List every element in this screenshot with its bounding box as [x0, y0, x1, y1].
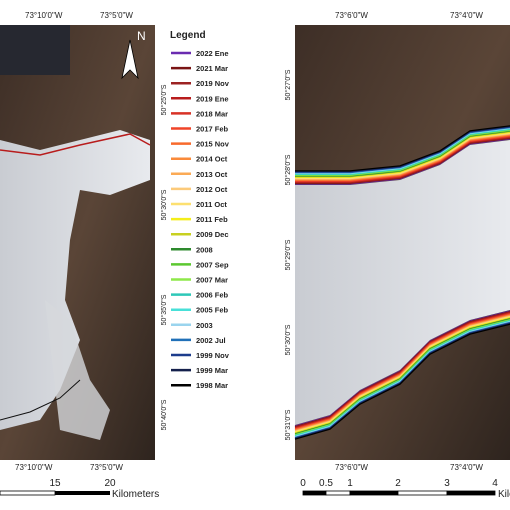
lon-label: 73°5'0"W [90, 463, 123, 472]
front-line [0, 133, 151, 156]
front-line [294, 323, 510, 440]
scale-label: 20 [104, 478, 116, 489]
glacier [45, 300, 110, 440]
lat-label: 50°40'0"S [160, 399, 168, 430]
legend-label: 2022 Ene [196, 49, 229, 58]
legend-label: 2017 Feb [196, 125, 229, 134]
scale-bar [397, 490, 448, 496]
lon-label: 73°5'0"W [100, 11, 133, 20]
scale-bar [446, 490, 496, 496]
north-arrow [121, 39, 139, 80]
legend-label: 2014 Oct [196, 155, 228, 164]
lon-label: 73°10'0"W [25, 11, 63, 20]
lon-label: 73°10'0"W [15, 463, 53, 472]
legend-label: 2012 Oct [196, 185, 228, 194]
scale-label: 0 [300, 478, 306, 489]
scale-bar [302, 490, 327, 496]
scale-label: 0.5 [319, 478, 333, 489]
legend-label: 2013 Oct [196, 170, 228, 179]
right-map [294, 25, 510, 460]
scale-label: 1 [347, 478, 353, 489]
scale-label: 3 [444, 478, 450, 489]
legend-label: 1999 Mar [196, 366, 228, 375]
lat-label: 50°25'0"S [160, 84, 168, 115]
lat-label: 50°30'0"S [160, 189, 168, 220]
scale-label: 2 [395, 478, 401, 489]
legend-label: 2003 [196, 321, 213, 330]
legend-label: 2008 [196, 245, 213, 254]
scale-label: 15 [49, 478, 61, 489]
glacier [0, 130, 150, 430]
legend-label: 2015 Nov [196, 140, 230, 149]
scale-unit: Kilometers [112, 489, 159, 500]
legend-label: 2007 Mar [196, 276, 228, 285]
legend-label: 2018 Mar [196, 109, 228, 118]
lat-label: 50°30'0"S [284, 324, 292, 355]
scale-bar [0, 490, 56, 496]
scale-bar [325, 490, 351, 496]
lat-label: 50°29'0"S [284, 239, 292, 270]
legend-label: 2019 Nov [196, 79, 230, 88]
lon-label: 73°4'0"W [450, 463, 483, 472]
legend-label: 2019 Ene [196, 94, 229, 103]
legend-label: 2002 Jul [196, 336, 226, 345]
legend-label: 2009 Dec [196, 230, 229, 239]
lat-label: 50°31'0"S [284, 409, 292, 440]
front-line [295, 125, 510, 172]
legend-label: 2007 Sep [196, 260, 229, 269]
legend-label: 1999 Nov [196, 351, 230, 360]
water [0, 25, 70, 75]
legend-label: 2005 Feb [196, 306, 229, 315]
outline [0, 379, 81, 421]
glacier [295, 140, 510, 425]
legend-label: 2021 Mar [196, 64, 228, 73]
north-label: N [137, 29, 146, 43]
lat-label: 50°27'0"S [284, 69, 292, 100]
lon-label: 73°6'0"W [335, 11, 368, 20]
lon-label: 73°4'0"W [450, 11, 483, 20]
front-lines [294, 125, 510, 440]
legend-label: 1998 Mar [196, 381, 228, 390]
legend-label: 2011 Oct [196, 200, 227, 209]
legend-title: Legend [170, 30, 206, 41]
lon-label: 73°6'0"W [335, 463, 368, 472]
scale-unit: Kilometers [498, 489, 510, 500]
scale-bar [55, 491, 110, 495]
left-map: N [0, 25, 155, 460]
lat-label: 50°28'0"S [284, 154, 292, 185]
legend-label: 2011 Feb [196, 215, 228, 224]
legend-label: 2006 Feb [196, 291, 229, 300]
scale-bar [349, 490, 399, 496]
scale-label: 4 [492, 478, 498, 489]
lat-label: 50°35'0"S [160, 294, 168, 325]
